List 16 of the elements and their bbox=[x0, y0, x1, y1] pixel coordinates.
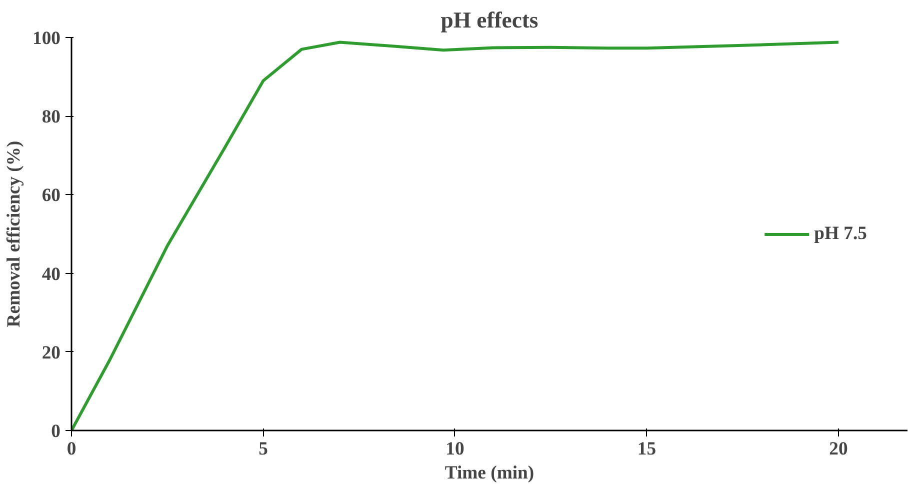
y-tick-label: 100 bbox=[32, 28, 60, 49]
x-tick-label: 5 bbox=[258, 438, 268, 460]
chart-title: pH effects bbox=[440, 8, 538, 32]
x-tick-label: 0 bbox=[66, 438, 76, 460]
x-tick-label: 15 bbox=[637, 438, 656, 460]
y-tick-label: 60 bbox=[42, 185, 60, 206]
y-tick-label: 40 bbox=[42, 264, 60, 285]
y-tick-label: 80 bbox=[42, 106, 60, 128]
y-tick-label: 20 bbox=[42, 342, 60, 364]
y-axis-title: Removal efficiency (%) bbox=[4, 140, 25, 328]
line-series bbox=[72, 40, 840, 430]
x-tick-label: 20 bbox=[829, 438, 848, 460]
y-tick-label: 0 bbox=[51, 421, 60, 442]
legend-label: pH 7.5 bbox=[814, 222, 867, 244]
x-axis-title: Time (min) bbox=[444, 462, 534, 484]
x-tick-label: 10 bbox=[446, 438, 464, 460]
